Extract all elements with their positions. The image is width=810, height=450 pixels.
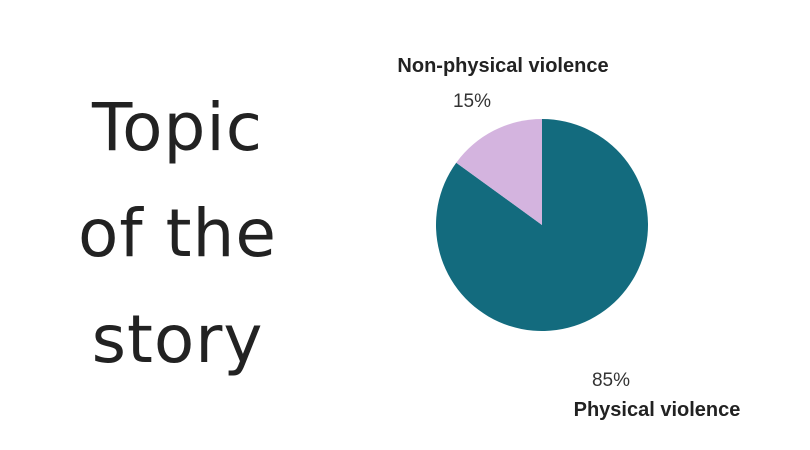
heading-line-2: of the: [78, 195, 277, 272]
slice-label-non-physical-violence: Non-physical violence: [397, 55, 608, 77]
slice-value-non-physical-violence: 15%: [453, 91, 491, 112]
heading-line-1: Topic: [92, 89, 263, 166]
slice-label-physical-violence: Physical violence: [574, 399, 741, 421]
slice-value-physical-violence: 85%: [592, 370, 630, 391]
chart-heading: Topic of the story: [40, 75, 315, 393]
pie-slice-non-physical-violence: [456, 119, 542, 225]
pie-slices: [436, 119, 648, 331]
heading-line-3: story: [91, 301, 264, 378]
